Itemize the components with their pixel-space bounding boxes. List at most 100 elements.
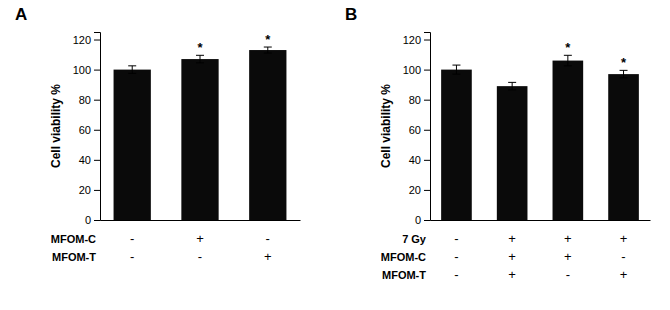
y-tick-mark (94, 130, 100, 131)
error-bar (264, 47, 272, 53)
significance: ** (565, 40, 627, 70)
y-tick-label: 0 (85, 214, 91, 226)
y-tick-label: 0 (415, 214, 421, 226)
error-bar (196, 55, 204, 63)
y-tick-mark (424, 70, 430, 71)
y-tick: 0 (85, 214, 100, 226)
condition-sign: + (564, 249, 572, 264)
condition-sign: + (196, 231, 204, 246)
y-tick-mark (424, 160, 430, 161)
condition-sign: - (566, 267, 570, 282)
condition-sign: - (621, 249, 625, 264)
marks (441, 55, 639, 220)
marks (114, 47, 287, 220)
significance-marker: * (565, 40, 571, 55)
y-tick-mark (94, 40, 100, 41)
y-tick: 60 (409, 124, 430, 136)
condition-sign: + (264, 249, 272, 264)
y-tick-label: 60 (409, 124, 421, 136)
row-label: MFOM-C (381, 251, 426, 263)
y-tick: 20 (79, 184, 100, 196)
bar (441, 70, 472, 220)
error-bar-line (128, 66, 136, 74)
condition-sign: - (266, 231, 270, 246)
row-label: MFOM-C (51, 233, 96, 245)
error-bar-line (452, 65, 460, 74)
y-tick: 100 (403, 64, 430, 76)
y-axis: 0 20 40 60 80 100 120 (73, 33, 101, 227)
error-bar (452, 65, 460, 74)
y-axis-line (94, 33, 101, 221)
row-label: MFOM-T (382, 269, 426, 281)
significance-marker: * (197, 40, 203, 55)
condition-sign: - (130, 249, 134, 264)
condition-table: 7 Gy-+++MFOM-C-++-MFOM-T-+-+ (381, 231, 628, 282)
y-tick-mark (94, 190, 100, 191)
x-axis (431, 220, 651, 222)
y-tick-mark (424, 190, 430, 191)
y-tick-label: 20 (79, 184, 91, 196)
y-tick-mark (94, 70, 100, 71)
error-bar-line (196, 55, 204, 63)
y-tick: 0 (415, 214, 430, 226)
panel: **020406080100120Cell viability %AMFOM-C… (15, 5, 301, 264)
x-axis-line (431, 220, 651, 221)
bar (114, 70, 151, 220)
row-label: 7 Gy (402, 233, 427, 245)
significance-marker: * (265, 32, 271, 47)
y-tick: 20 (409, 184, 430, 196)
x-axis-line (101, 220, 301, 221)
y-tick-label: 80 (79, 94, 91, 106)
condition-sign: + (508, 267, 516, 282)
error-bar-line (264, 47, 272, 53)
y-tick-mark (424, 100, 430, 101)
y-tick-mark (424, 130, 430, 131)
y-tick-mark (424, 40, 430, 41)
y-tick-label: 120 (403, 34, 421, 46)
chart: **020406080100120Cell viability %AMFOM-C… (0, 0, 670, 310)
y-axis: 0 20 40 60 80 100 120 (403, 33, 431, 227)
condition-sign: + (564, 231, 572, 246)
bar (608, 74, 639, 220)
condition-sign: - (454, 249, 458, 264)
condition-table: MFOM-C-+-MFOM-T--+ (51, 231, 272, 264)
panel: **020406080100120Cell viability %B7 Gy-+… (345, 5, 651, 282)
y-tick-label: 100 (73, 64, 91, 76)
y-tick-label: 40 (79, 154, 91, 166)
y-tick-mark (94, 160, 100, 161)
y-tick-label: 40 (409, 154, 421, 166)
y-tick-label: 20 (409, 184, 421, 196)
bar (553, 61, 584, 220)
panel-label: B (345, 5, 357, 24)
y-tick-mark (424, 220, 430, 221)
error-bar-line (564, 55, 572, 66)
error-bar (508, 82, 516, 90)
row-label: MFOM-T (52, 251, 96, 263)
y-tick-label: 80 (409, 94, 421, 106)
condition-sign: + (508, 231, 516, 246)
significance: ** (197, 32, 271, 55)
bar (249, 50, 286, 220)
bar (497, 86, 528, 220)
y-axis-line (424, 33, 431, 221)
error-bar (620, 70, 628, 78)
y-tick-mark (94, 100, 100, 101)
error-bar-line (620, 70, 628, 78)
panel-label: A (15, 5, 27, 24)
error-bar (128, 66, 136, 74)
condition-sign: - (454, 231, 458, 246)
error-bar (564, 55, 572, 66)
condition-sign: + (620, 267, 628, 282)
y-tick: 120 (403, 34, 430, 46)
y-axis-title: Cell viability % (379, 84, 393, 168)
significance-marker: * (621, 55, 627, 70)
y-tick: 120 (73, 34, 100, 46)
condition-sign: - (130, 231, 134, 246)
bar (181, 59, 218, 220)
y-tick: 60 (79, 124, 100, 136)
x-axis (101, 220, 301, 222)
y-tick-mark (94, 220, 100, 221)
y-tick-label: 60 (79, 124, 91, 136)
condition-sign: + (508, 249, 516, 264)
y-tick: 80 (79, 94, 100, 106)
